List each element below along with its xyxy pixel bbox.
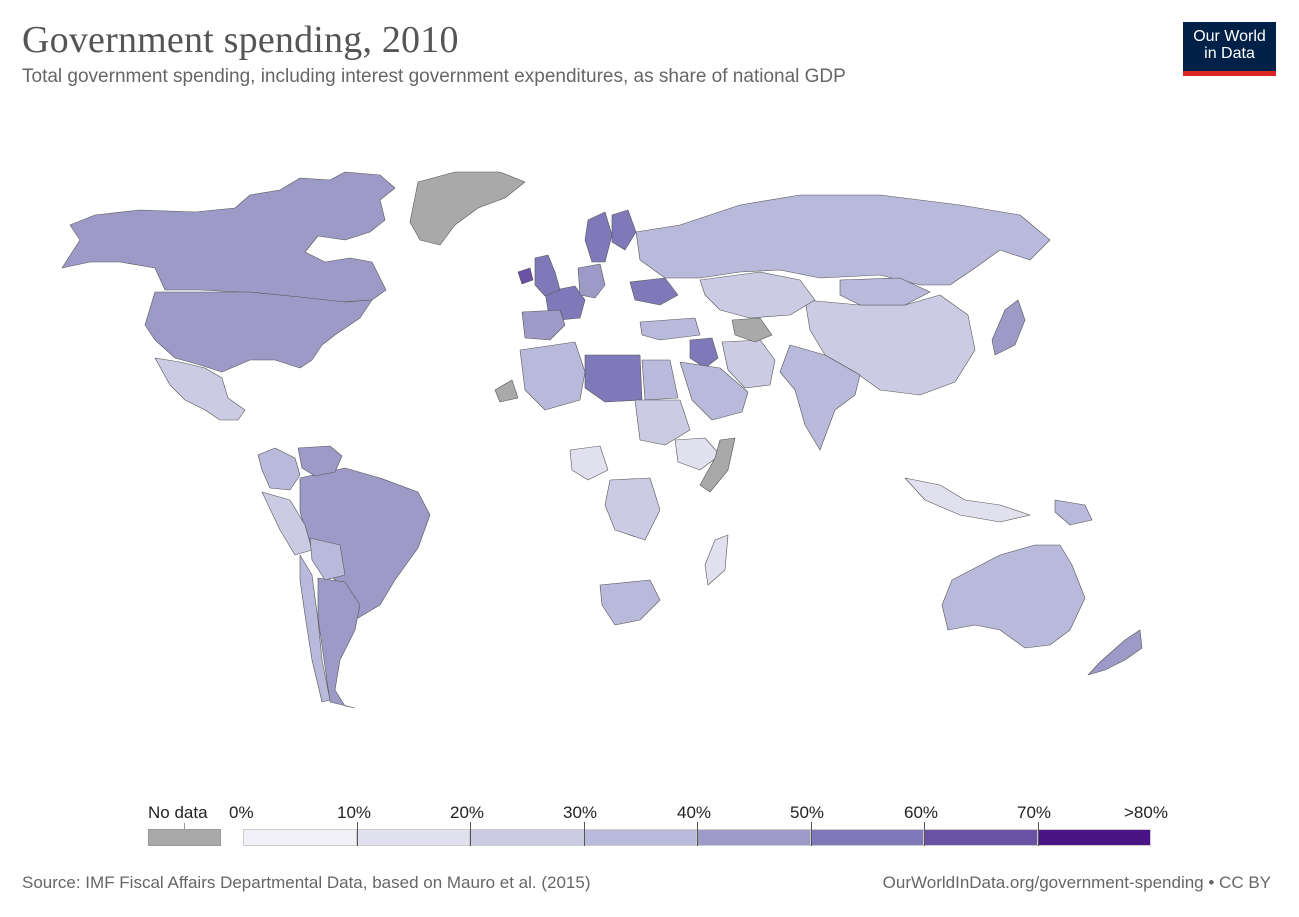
country-nigeria[interactable]: Nigeria [569,445,609,481]
country-new-zealand[interactable]: New Zealand [1087,629,1143,676]
legend-bin[interactable] [470,829,584,846]
country-australia[interactable]: Australia [941,544,1086,649]
logo-line-2: in Data [1204,45,1255,62]
legend-tick [697,822,698,846]
country-iraq[interactable]: Iraq [689,337,719,369]
country-united-kingdom[interactable]: United Kingdom [534,254,561,297]
legend-tick-label: 50% [790,803,825,822]
source-url[interactable]: OurWorldInData.org/government-spending •… [882,873,1271,892]
source-note: Source: IMF Fiscal Affairs Departmental … [22,873,591,892]
country-sweden[interactable]: Sweden [584,211,613,263]
legend-tick [924,822,925,846]
legend-tick [583,822,585,846]
legend-bin[interactable] [1037,829,1151,846]
legend-tick [1037,822,1039,846]
legend-bin[interactable] [356,829,470,846]
legend-no-data-label: No data [148,803,208,822]
country-ethiopia[interactable]: Ethiopia [674,437,721,471]
country-egypt[interactable]: Egypt [641,359,679,401]
country-mexico[interactable]: Mexico [154,357,246,421]
chart-title: Government spending, 2010 [22,19,459,61]
country-colombia[interactable]: Colombia [257,447,301,491]
legend-tick-label: 30% [563,803,598,822]
country-ukraine[interactable]: Ukraine [629,277,679,306]
country-western-sahara[interactable]: Western Sahara [494,379,519,403]
country-india[interactable]: India [779,344,861,451]
country-chile[interactable]: Chile [299,554,331,703]
legend-no-data-swatch[interactable] [148,829,221,846]
chart-subtitle: Total government spending, including int… [22,66,846,87]
country-turkmenistan[interactable]: Turkmenistan [731,317,773,343]
country-papua-new-guinea[interactable]: Papua New Guinea [1054,499,1093,526]
legend-no-data-tick [184,823,185,829]
country-germany[interactable]: Germany [577,263,606,299]
country-united-states[interactable]: United States [144,291,373,373]
country-mongolia[interactable]: Mongolia [839,277,931,306]
legend-bin[interactable] [583,829,697,846]
legend-tick-label: 0% [229,803,254,822]
country-russia[interactable]: Russia [635,194,1051,286]
legend-bin[interactable] [924,829,1038,846]
country-japan[interactable]: Japan [991,299,1026,356]
legend-tick-label: >80% [1124,803,1168,822]
country-finland[interactable]: Finland [611,209,637,251]
legend-tick-label: 40% [677,803,712,822]
country-sudan[interactable]: Sudan [634,399,691,446]
country-spain[interactable]: Spain [521,309,566,341]
legend-tick [470,822,471,846]
legend-tick-label: 10% [337,803,372,822]
country-kazakhstan[interactable]: Kazakhstan [699,271,816,319]
country-libya[interactable]: Libya [584,354,643,403]
country-venezuela[interactable]: Venezuela [297,445,343,477]
legend-bin[interactable] [243,829,357,846]
country-south-africa[interactable]: South Africa [599,579,661,626]
legend-tick-label: 70% [1017,803,1052,822]
country-saudi-arabia[interactable]: Saudi Arabia [679,361,749,421]
country-algeria[interactable]: Algeria [519,341,586,411]
country-dr-congo[interactable]: DR Congo [604,477,661,541]
legend-tick-label: 60% [904,803,939,822]
country-madagascar[interactable]: Madagascar [704,534,729,586]
legend-bin[interactable] [810,829,924,846]
legend-tick [810,822,812,846]
legend-tick [356,822,358,846]
country-indonesia[interactable]: Indonesia [904,477,1031,523]
owid-logo[interactable]: Our World in Data [1183,22,1276,76]
logo-line-1: Our World [1193,28,1266,45]
country-argentina[interactable]: Argentina [317,577,361,709]
legend-bin[interactable] [697,829,811,846]
country-somalia[interactable]: Somalia [699,437,736,493]
country-greenland[interactable]: Greenland [409,171,526,246]
legend-tick-label: 20% [450,803,485,822]
country-canada[interactable]: Canada [61,171,396,303]
country-ireland[interactable]: Ireland [517,267,534,285]
country-turkey[interactable]: Turkey [639,317,701,341]
country-bolivia[interactable]: Bolivia [309,537,346,581]
